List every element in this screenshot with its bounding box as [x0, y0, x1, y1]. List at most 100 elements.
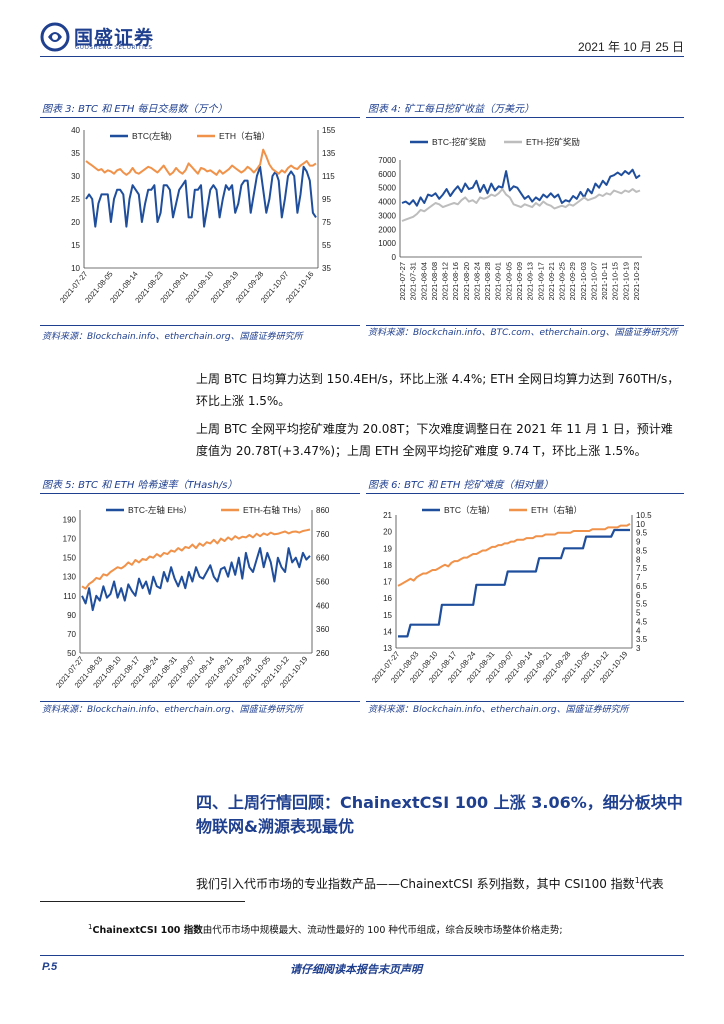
figure-5-title-rule [40, 493, 360, 494]
fig3-series-a-line [85, 165, 317, 228]
fig4-x-tick-label: 2021-09-13 [526, 262, 535, 300]
figure-5-chart: 50 70 90 110 130 150 170 190 260 360 460 560 660 760 8… [40, 496, 360, 701]
fig4-legend-label: BTC-挖矿奖励 [432, 137, 486, 147]
fig3-left-tick-label: 30 [71, 172, 80, 181]
fig6-right-tick-label: 4 [636, 626, 641, 635]
figure-6-source-rule [366, 701, 684, 702]
fig4-left-tick-label: 1000 [378, 239, 396, 248]
logo-text: 国盛证券 [74, 27, 155, 49]
fig4-x-tick-label: 2021-09-01 [494, 262, 503, 300]
fig4-x-tick-label: 2021-09-05 [504, 262, 513, 300]
fig6-left-tick-label: 21 [383, 511, 392, 520]
fig4-x-tick-label: 2021-07-31 [409, 262, 418, 300]
report-date: 2021 年 10 月 25 日 [577, 40, 684, 54]
fig3-left-tick-label: 25 [71, 195, 80, 204]
fig6-left-tick-label: 13 [383, 644, 392, 653]
fig3-left-tick-label: 10 [71, 264, 80, 273]
fig3-right-tick-label: 95 [322, 195, 331, 204]
fig5-right-tick-label: 360 [316, 625, 330, 634]
fig3-right-tick-label: 135 [322, 149, 336, 158]
footnote-marker[interactable]: 1 [634, 876, 640, 885]
footnote-bold: ChainextCSI 100 指数 [92, 925, 203, 936]
fig4-left-tick-label: 6000 [378, 170, 396, 179]
fig3-right-tick-label: 155 [322, 126, 336, 135]
fig3-right-tick-label: 115 [322, 172, 335, 181]
fig5-left-tick-label: 90 [67, 611, 76, 620]
fig4-left-tick-label: 7000 [378, 156, 396, 165]
figure-6-chart: 13 14 15 16 17 18 19 20 21 3 3.5 4 4.5 5 5.5 6 6.5 7 7.5 8 8… [366, 496, 684, 701]
fig6-right-tick-label: 10.5 [636, 511, 652, 520]
fig3-left-tick-label: 35 [71, 149, 80, 158]
fig3-right-tick-label: 55 [322, 241, 331, 250]
fig6-left-tick-label: 14 [383, 627, 392, 636]
footnote: 1ChainextCSI 100 指数由代币市场中规模最大、流动性最好的 100… [88, 922, 688, 936]
footer-disclaimer: 请仔细阅读本报告末页声明 [290, 963, 422, 976]
figure-3-title-rule [40, 117, 360, 118]
fig6-left-tick-label: 16 [383, 594, 392, 603]
fig4-left-tick-label: 4000 [378, 198, 396, 207]
figure-4-title-rule [366, 117, 684, 118]
figure-3-source: 资料来源：Blockchain.info、etherchain.org、国盛证券… [42, 332, 303, 342]
fig5-left-tick-label: 110 [63, 592, 76, 601]
fig4-x-tick-label: 2021-10-15 [611, 262, 620, 300]
figure-5-svg: 50 70 90 110 130 150 170 190 260 360 460 560 660 760 8… [54, 505, 330, 690]
footnote-rule [40, 901, 245, 902]
figure-3-title: 图表 3: BTC 和 ETH 每日交易数（万个） [42, 104, 228, 115]
paragraph-hashrate: 上周 BTC 日均算力达到 150.4EH/s，环比上涨 4.4%; ETH 全… [196, 372, 680, 408]
fig4-x-tick-label: 2021-08-16 [451, 262, 460, 300]
fig4-left-tick-label: 5000 [378, 184, 396, 193]
fig4-x-tick-label: 2021-08-08 [430, 262, 439, 300]
fig6-legend-label: BTC（左轴） [444, 505, 495, 515]
figure-6-title: 图表 6: BTC 和 ETH 挖矿难度（相对量） [368, 480, 554, 491]
paragraph-difficulty: 上周 BTC 全网平均挖矿难度为 20.08T；下次难度调整日在 2021 年 … [196, 422, 673, 458]
figure-6-source: 资料来源：Blockchain.info、etherchain.org、国盛证券… [368, 705, 629, 715]
fig4-left-tick-label: 3000 [378, 211, 396, 220]
fig3-left-tick-label: 15 [71, 241, 80, 250]
fig4-x-tick-label: 2021-09-17 [536, 262, 545, 300]
fig5-left-tick-label: 190 [63, 516, 77, 525]
fig6-left-tick-label: 20 [383, 528, 392, 537]
paragraph-index-intro-text: 我们引入代币市场的专业指数产品——ChainextCSI 系列指数，其中 CSI… [196, 877, 635, 891]
fig4-x-tick-label: 2021-10-03 [579, 262, 588, 300]
fig3-legend-label: ETH（右轴） [219, 131, 270, 141]
fig3-left-tick-label: 20 [71, 218, 80, 227]
fig4-x-tick-label: 2021-08-12 [441, 262, 450, 300]
fig4-x-tick-label: 2021-08-28 [483, 262, 492, 300]
figure-6-title-rule [366, 493, 684, 494]
fig4-legend-label: ETH-挖矿奖励 [526, 137, 580, 147]
fig4-x-tick-label: 2021-10-11 [600, 262, 609, 300]
fig4-x-tick-label: 2021-09-09 [515, 262, 524, 300]
figure-4-title: 图表 4: 矿工每日挖矿收益（万美元） [368, 104, 535, 115]
fig6-right-tick-label: 7 [636, 573, 641, 582]
fig6-right-tick-label: 5.5 [636, 600, 648, 609]
fig6-right-tick-label: 6.5 [636, 582, 648, 591]
fig6-plot: 13 14 15 16 17 18 19 20 21 33.544.555.566.577.588… [370, 505, 652, 685]
paragraph-index-intro: 我们引入代币市场的专业指数产品——ChainextCSI 系列指数，其中 CSI… [196, 870, 688, 895]
fig4-x-tick-label: 2021-10-19 [621, 262, 630, 300]
footnote-text: 由代币市场中规模最大、流动性最好的 100 种代币组成，综合反映市场整体价格走势… [202, 925, 563, 936]
fig5-series-a-line [81, 547, 311, 612]
fig4-x-tick-label: 2021-09-25 [558, 262, 567, 300]
fig6-right-tick-label: 3 [636, 644, 641, 653]
fig6-right-tick-label: 6 [636, 591, 641, 600]
fig6-left-tick-label: 18 [383, 561, 392, 570]
paragraph-index-intro-end: 代表 [639, 877, 664, 891]
figure-3-svg: 10152025303540355575951151351552021-07-2… [58, 126, 336, 305]
header-rule [40, 56, 684, 57]
fig5-plot: 50 70 90 110 130 150 170 190 260 360 460 560 660 760 8… [54, 505, 330, 690]
fig5-legend-label: BTC-左轴 EHs） [128, 505, 192, 515]
fig3-right-tick-label: 75 [322, 218, 331, 227]
figure-5-title: 图表 5: BTC 和 ETH 哈希速率（THash/s） [42, 480, 238, 491]
fig6-right-tick-label: 3.5 [636, 635, 648, 644]
fig4-series-b-line [401, 188, 641, 222]
fig5-right-tick-label: 660 [316, 554, 330, 563]
figure-5-source-rule [40, 701, 360, 702]
fig4-left-tick-label: 2000 [378, 225, 396, 234]
fig5-left-tick-label: 70 [67, 630, 76, 639]
fig5-series-b-line [81, 528, 311, 590]
fig4-x-tick-label: 2021-10-23 [632, 262, 641, 300]
figure-4-source: 资料来源：Blockchain.info、BTC.com、etherchain.… [368, 328, 678, 338]
fig4-x-tick-label: 2021-07-27 [398, 262, 407, 300]
fig3-series-b-line [85, 148, 317, 176]
